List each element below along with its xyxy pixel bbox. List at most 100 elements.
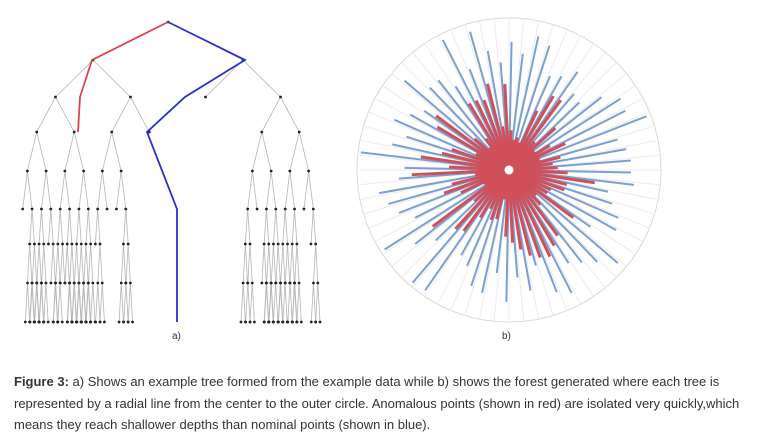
- tree-node: [297, 130, 301, 134]
- tree-edge: [291, 208, 295, 245]
- tree-edge: [129, 282, 133, 323]
- tree-edge: [59, 208, 63, 245]
- tree-edge: [291, 243, 295, 284]
- tree-edge: [273, 282, 277, 323]
- tree-edge: [34, 243, 38, 284]
- tree-node: [267, 320, 271, 324]
- tree-edge: [95, 282, 99, 323]
- tree-node: [295, 242, 299, 246]
- tree-node: [311, 207, 315, 211]
- tree-edge: [71, 282, 75, 323]
- tree-node: [33, 242, 36, 246]
- tree-edge: [251, 131, 263, 172]
- tree-edge: [266, 208, 270, 245]
- tree-edge: [41, 170, 47, 210]
- tree-edge: [59, 243, 63, 284]
- tree-edge: [26, 170, 33, 210]
- tree-edge: [268, 243, 272, 284]
- tree-edge: [31, 282, 35, 323]
- tree-edge: [263, 208, 267, 245]
- tree-node: [286, 242, 289, 246]
- tree-edge: [263, 282, 267, 323]
- tree-node: [246, 207, 250, 211]
- tree-edge: [94, 208, 99, 245]
- tree-node: [49, 207, 53, 211]
- tree-edge: [125, 243, 129, 284]
- tree-node: [269, 281, 273, 285]
- panel-a-label: a): [172, 331, 181, 342]
- tree-node: [260, 130, 264, 134]
- tree-node: [98, 320, 102, 324]
- tree-edge: [97, 170, 103, 210]
- tree-edge: [83, 243, 87, 284]
- tree-edge: [27, 282, 31, 323]
- tree-edge: [69, 208, 73, 245]
- tree-edge: [88, 243, 92, 284]
- tree-node: [312, 281, 315, 285]
- tree-node: [126, 242, 130, 246]
- tree-node: [243, 242, 247, 246]
- tree-edge: [41, 282, 45, 323]
- tree-node: [70, 320, 74, 324]
- tree-node: [75, 320, 79, 324]
- tree-edge: [130, 96, 150, 133]
- tree-node: [79, 242, 83, 246]
- tree-node: [56, 242, 60, 246]
- tree-node: [75, 242, 78, 246]
- tree-node: [283, 207, 287, 211]
- panel-b-label: b): [502, 331, 511, 342]
- tree-node: [286, 320, 290, 324]
- tree-node: [110, 130, 114, 134]
- tree-node: [25, 169, 29, 173]
- tree-edge: [268, 282, 272, 323]
- tree-node: [65, 242, 69, 246]
- isolation-tree-diagram: [21, 20, 322, 324]
- tree-edge: [50, 243, 54, 284]
- tree-nodes: [21, 20, 322, 324]
- tree-edge: [313, 243, 317, 284]
- tree-node: [262, 242, 266, 246]
- tree-edge: [34, 282, 38, 323]
- tree-edge: [55, 96, 75, 133]
- tree-edge: [36, 131, 47, 172]
- tree-edge: [263, 243, 267, 284]
- tree-node: [35, 130, 39, 134]
- tree-node: [30, 207, 34, 211]
- tree-node: [98, 242, 102, 246]
- tree-edge: [127, 282, 131, 323]
- tree-edge: [312, 208, 317, 245]
- tree-edge: [111, 131, 122, 172]
- tree-edge: [97, 282, 101, 323]
- tree-node: [89, 242, 93, 246]
- tree-edge: [242, 243, 246, 284]
- tree-edge: [64, 170, 70, 210]
- tree-node: [274, 207, 278, 211]
- tree-edge: [303, 170, 310, 210]
- tree-edge: [64, 243, 68, 284]
- tree-node: [82, 169, 86, 173]
- tree-edge: [73, 282, 77, 323]
- tree-node: [93, 242, 97, 246]
- tree-node: [281, 242, 285, 246]
- tree-edge: [244, 243, 248, 284]
- tree-node: [63, 281, 67, 285]
- tree-node: [288, 281, 292, 285]
- tree-node: [63, 169, 67, 173]
- tree-edge: [296, 282, 300, 323]
- tree-node: [44, 169, 48, 173]
- tree-node: [80, 320, 83, 324]
- tree-edge: [26, 131, 38, 172]
- tree-node: [124, 207, 128, 211]
- tree-edge: [76, 243, 80, 284]
- tree-edge: [261, 96, 281, 133]
- tree-node: [96, 207, 100, 211]
- tree-edge: [310, 208, 314, 245]
- tree-edge: [41, 243, 45, 284]
- tree-node: [269, 169, 273, 173]
- tree-node: [103, 320, 106, 324]
- tree-node: [288, 169, 292, 173]
- tree-edge: [240, 282, 244, 323]
- tree-edge: [287, 282, 291, 323]
- tree-node: [66, 320, 69, 324]
- tree-edge: [43, 243, 47, 284]
